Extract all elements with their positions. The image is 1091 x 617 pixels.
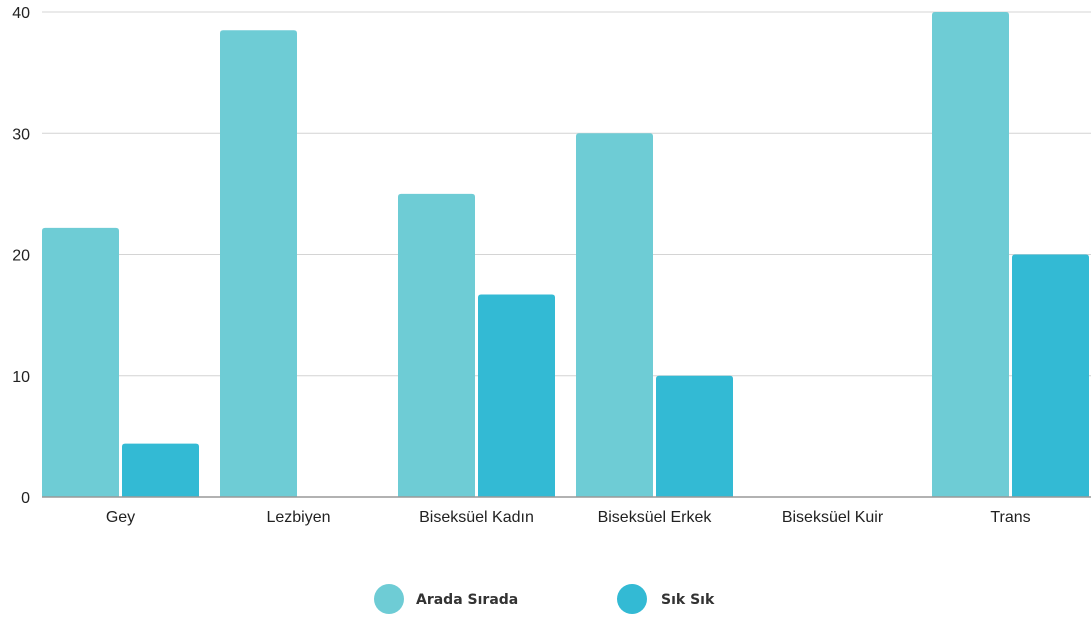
y-tick-label: 0 bbox=[21, 490, 30, 507]
bars bbox=[42, 12, 1089, 497]
legend: Arada Sırada Sık Sık bbox=[374, 584, 715, 614]
gridlines bbox=[42, 11, 1091, 377]
legend-label: Arada Sırada bbox=[416, 592, 518, 608]
bar bbox=[1012, 254, 1089, 497]
y-tick-label: 10 bbox=[12, 369, 30, 386]
axes: 0 10 20 30 40 Gey Lezbiyen Biseksüel Kadın Bisek… bbox=[12, 5, 1091, 526]
bar bbox=[656, 375, 733, 497]
bar bbox=[576, 133, 653, 497]
x-tick-label: Biseksüel Kadın bbox=[419, 509, 534, 526]
bar bbox=[122, 443, 199, 497]
bar bbox=[220, 30, 297, 497]
legend-swatch bbox=[617, 584, 647, 614]
legend-label: Sık Sık bbox=[661, 592, 715, 608]
x-tick-label: Trans bbox=[990, 509, 1030, 526]
y-tick-label: 40 bbox=[12, 5, 30, 22]
x-tick-label: Biseksüel Erkek bbox=[598, 509, 713, 526]
bar bbox=[42, 227, 119, 497]
bar bbox=[478, 294, 555, 497]
legend-swatch bbox=[374, 584, 404, 614]
y-tick-label: 20 bbox=[12, 248, 30, 265]
x-tick-label: Lezbiyen bbox=[266, 509, 330, 526]
x-tick-label: Biseksüel Kuir bbox=[782, 509, 884, 526]
bar bbox=[398, 193, 475, 497]
bar bbox=[932, 12, 1009, 497]
y-tick-label: 30 bbox=[12, 126, 30, 143]
x-tick-label: Gey bbox=[106, 509, 135, 526]
